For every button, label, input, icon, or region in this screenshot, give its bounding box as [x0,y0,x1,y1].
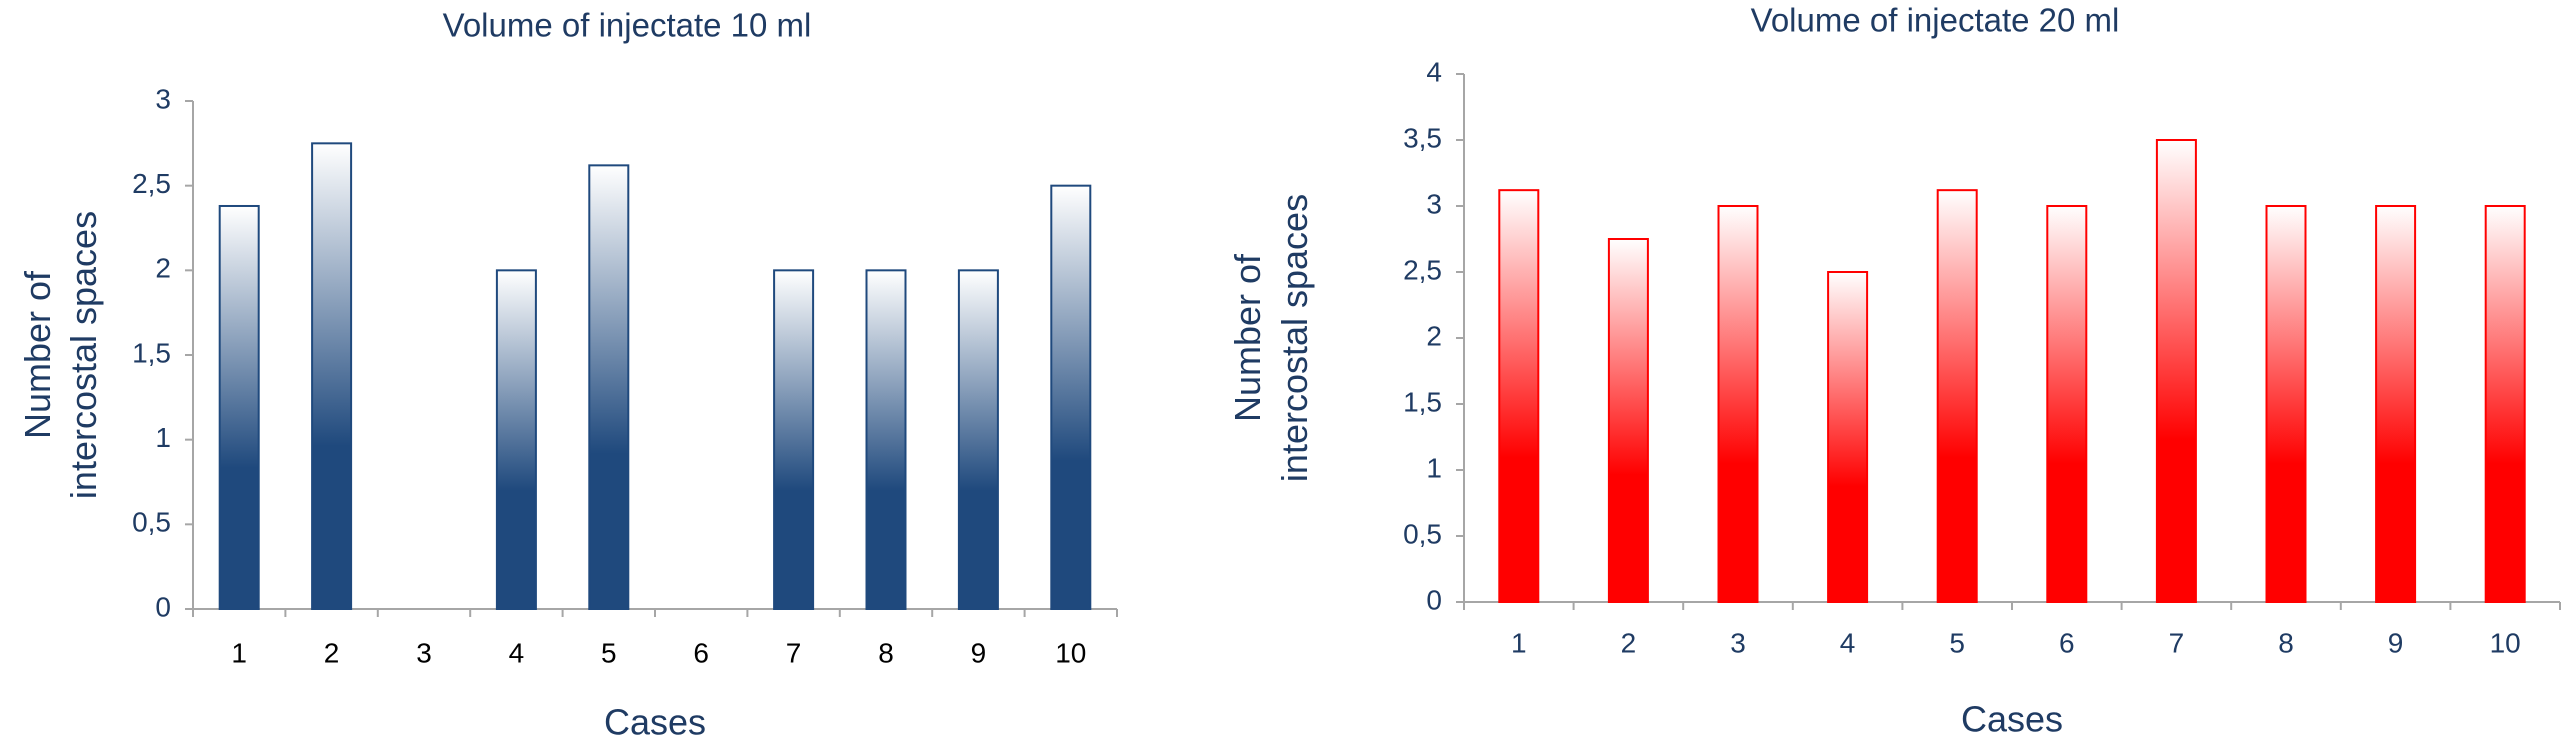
y-tick-label: 3,5 [1403,122,1442,153]
x-tick-label: 5 [1949,627,1965,658]
x-tick-label: 9 [2388,627,2404,658]
y-tick-label: 1,5 [1403,386,1442,417]
bar [1607,238,1649,603]
y-tick-label: 4 [1426,56,1442,87]
bar [957,269,999,610]
bar [1050,184,1092,611]
y-tick-label: 1,5 [132,337,171,368]
y-axis-label-line: Number of [1227,253,1268,422]
x-tick-label: 2 [324,637,340,668]
chart: Volume of injectate 20 ml 0 0,5 1 1,5 2 2,5 3 3,… [1227,2,2561,740]
bar [2046,205,2088,603]
bar [1717,205,1759,603]
y-axis-label-line: Number of [17,270,58,439]
bar [495,269,537,610]
bar [865,269,907,610]
chart-title: Volume of injectate 10 ml [443,7,812,44]
bar [2484,205,2526,603]
x-axis-label: Cases [604,702,706,743]
bar [2155,139,2197,603]
y-tick-label: 3 [155,83,171,114]
x-tick-label: 7 [786,637,802,668]
y-axis-label: Number of intercostal spaces [17,211,104,499]
x-tick-label: 5 [601,637,617,668]
x-tick-label: 1 [1511,627,1527,658]
x-tick-label: 3 [1730,627,1746,658]
x-tick-label: 6 [2059,627,2075,658]
x-tick-label: 6 [693,637,709,668]
bar [773,269,815,610]
bar [1498,189,1540,603]
y-tick-label: 0,5 [1403,518,1442,549]
bar [311,142,353,610]
y-tick-label: 1 [1426,452,1442,483]
y-axis-label: Number of intercostal spaces [1227,194,1315,482]
bar [1936,189,1978,603]
x-tick-label: 9 [971,637,987,668]
x-tick-label: 1 [231,637,247,668]
y-tick-label: 2 [155,253,171,284]
y-axis-label-line: intercostal spaces [1274,194,1315,482]
x-tick-label: 8 [878,637,894,668]
x-tick-label: 10 [1055,637,1086,668]
bar [218,204,260,610]
y-tick-label: 1 [155,422,171,453]
y-axis-label-line: intercostal spaces [63,211,104,499]
y-tick-label: 2,5 [132,168,171,199]
y-tick-label: 3 [1426,188,1442,219]
y-tick-label: 0 [1426,584,1442,615]
x-tick-label: 4 [1840,627,1856,658]
x-tick-label: 7 [2169,627,2185,658]
x-tick-label: 10 [2490,627,2521,658]
bar [2265,205,2307,603]
x-tick-label: 8 [2278,627,2294,658]
x-tick-label: 2 [1621,627,1637,658]
bar [588,164,630,610]
y-tick-label: 0,5 [132,507,171,538]
x-tick-label: 3 [416,637,432,668]
y-tick-label: 0 [155,591,171,622]
chart-title: Volume of injectate 20 ml [1751,2,2120,39]
y-tick-label: 2 [1426,320,1442,351]
bar [1827,271,1869,603]
x-tick-label: 4 [509,637,525,668]
x-axis-label: Cases [1961,699,2063,740]
y-tick-label: 2,5 [1403,254,1442,285]
chart: Volume of injectate 10 ml 0 0,5 1 1,5 2 2,5 3 Nu… [17,7,1118,743]
bar [2375,205,2417,603]
